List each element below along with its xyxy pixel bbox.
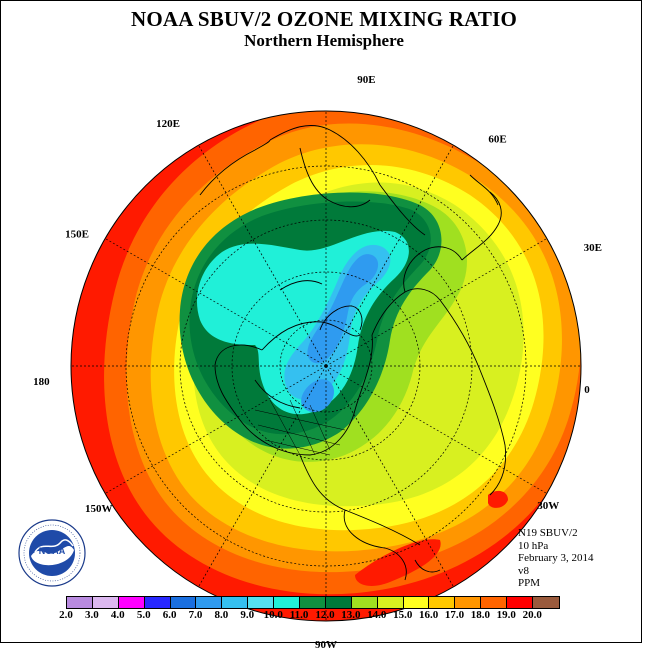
- colorbar-tick-label: 18.0: [470, 609, 491, 621]
- colorbar-ticks: 2.0 3.0 4.0 5.0 6.0 7.0 8.0 9.0 10.0 11.0 12.0 13.0…: [0, 609, 648, 623]
- page-title: NOAA SBUV/2 OZONE MIXING RATIO: [131, 7, 517, 31]
- colorbar-swatch: [274, 597, 301, 608]
- info-line-satellite: N19 SBUV/2: [518, 527, 578, 539]
- colorbar-swatch: [507, 597, 534, 608]
- info-line-date: February 3, 2014: [518, 552, 594, 564]
- colorbar-swatch: [455, 597, 482, 608]
- colorbar-swatch: [429, 597, 456, 608]
- page-subtitle: Northern Hemisphere: [244, 31, 404, 50]
- field-bands: [104, 89, 581, 595]
- info-line-pressure: 10 hPa: [518, 539, 549, 552]
- colorbar-swatch: [222, 597, 249, 608]
- colorbar: [66, 596, 560, 609]
- colorbar-swatch: [248, 597, 275, 608]
- map-boundary: [70, 110, 582, 622]
- colorbar-tick-label: 9.0: [240, 609, 255, 621]
- coastlines: [199, 125, 507, 581]
- colorbar-tick-label: 7.0: [188, 609, 203, 621]
- colorbar-tick-label: 3.0: [85, 609, 99, 621]
- info-line-units: PPM: [518, 577, 541, 589]
- colorbar-tick-label: 4.0: [110, 609, 125, 621]
- meridian-line: [325, 365, 454, 588]
- colorbar-swatch: [377, 597, 404, 608]
- colorbar-tick-label: 8.0: [214, 609, 229, 621]
- colorbar-swatch: [144, 597, 171, 608]
- colorbar-tick-label: 2.0: [59, 609, 73, 621]
- colorbar-swatch: [118, 597, 145, 608]
- colorbar-tick-label: 19.0: [496, 609, 516, 621]
- colorbar-tick-label: 6.0: [162, 609, 177, 621]
- band-red-e: [488, 490, 508, 508]
- colorbar-tick-label: 5.0: [136, 609, 151, 621]
- colorbar-swatch: [92, 597, 119, 608]
- noaa-logo-text: NOAA: [39, 546, 66, 556]
- longitude-label: 30W: [537, 500, 559, 512]
- band-red-ne: [423, 111, 490, 119]
- colorbar-tick-label: 16.0: [418, 609, 439, 621]
- longitude-label: 90W: [315, 639, 337, 648]
- meridian-line: [325, 238, 548, 367]
- colorbar-swatch: [170, 597, 197, 608]
- longitude-label: 120E: [156, 118, 180, 130]
- band-blue: [307, 254, 379, 364]
- meridian-line: [104, 365, 327, 494]
- colorbar-tick-label: 13.0: [341, 609, 361, 621]
- colorbar-swatch: [67, 597, 93, 608]
- colorbar-tick-label: 14.0: [367, 609, 387, 621]
- longitude-label: 90E: [357, 74, 375, 86]
- colorbar-swatch: [351, 597, 378, 608]
- longitude-label: 150W: [85, 503, 113, 515]
- band-red-s: [355, 539, 441, 586]
- colorbar-swatch: [300, 597, 326, 608]
- longitude-label: 0: [584, 384, 590, 396]
- meridian-line: [198, 144, 327, 367]
- info-block: N19 SBUV/2 10 hPa February 3, 2014 v8 PP…: [518, 527, 593, 590]
- longitude-label: 30E: [584, 242, 602, 254]
- colorbar-tick-label: 17.0: [444, 609, 465, 621]
- colorbar-tick-label: 11.0: [289, 609, 309, 621]
- colorbar-swatch: [533, 597, 559, 608]
- colorbar-tick-label: 15.0: [393, 609, 413, 621]
- lat-lon-grid: [71, 111, 581, 621]
- colorbar-tick-label: 12.0: [315, 609, 335, 621]
- meridian-line: [104, 238, 327, 367]
- band-red-nw: [225, 89, 262, 107]
- noaa-logo: NOAA: [18, 519, 86, 587]
- colorbar-swatch: [403, 597, 430, 608]
- longitude-label: 150E: [65, 229, 89, 241]
- meridian-line: [198, 365, 327, 588]
- longitude-label: 60E: [488, 133, 506, 145]
- longitude-label: 180: [33, 376, 50, 388]
- colorbar-swatch: [481, 597, 508, 608]
- colorbar-swatch: [196, 597, 223, 608]
- info-line-version: v8: [518, 564, 529, 577]
- meridian-line: [325, 365, 548, 494]
- colorbar-tick-label: 10.0: [263, 609, 283, 621]
- meridian-line: [325, 144, 454, 367]
- colorbar-tick-label: 20.0: [522, 609, 542, 621]
- colorbar-swatch: [325, 597, 352, 608]
- us-state-grid: [254, 399, 346, 456]
